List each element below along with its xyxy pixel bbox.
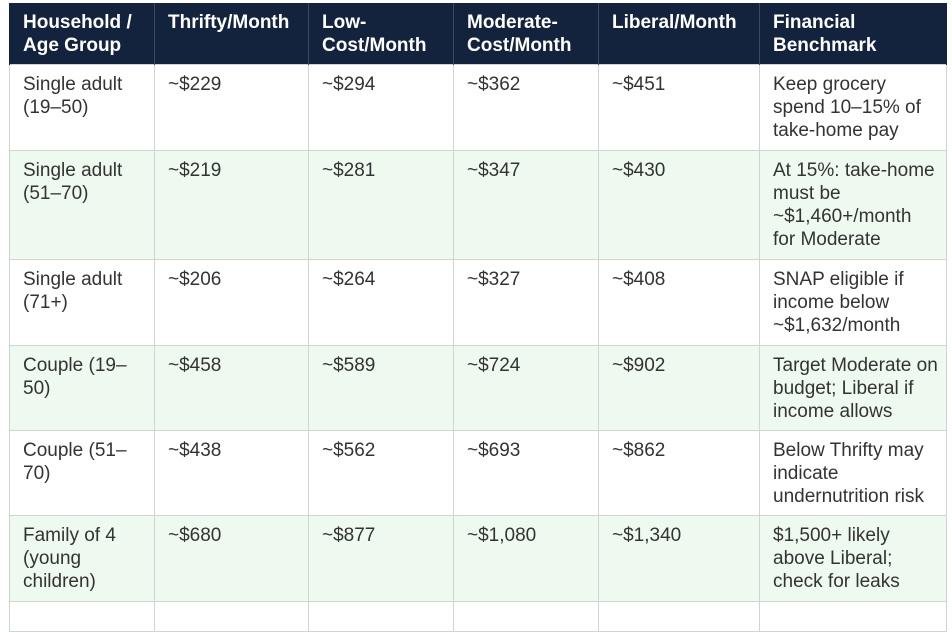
- thrifty-cell: ~$229: [154, 64, 309, 151]
- household-cell: Single adult (51–70): [9, 150, 155, 260]
- low-cost-cell: ~$294: [308, 64, 454, 151]
- header-household-age-group: Household / Age Group: [9, 3, 155, 65]
- header-financial-benchmark: Financial Benchmark: [759, 3, 947, 65]
- grocery-budget-table: Household / Age Group Thrifty/Month Low-…: [9, 3, 947, 632]
- liberal-cell: ~$1,340: [598, 515, 760, 602]
- table-row: Single adult (51–70) ~$219 ~$281 ~$347 ~…: [9, 150, 947, 260]
- low-cost-cell: ~$562: [308, 430, 454, 516]
- header-thrifty-month: Thrifty/Month: [154, 3, 309, 65]
- thrifty-cell: ~$680: [154, 515, 309, 602]
- thrifty-cell: ~$458: [154, 345, 309, 431]
- low-cost-cell: ~$589: [308, 345, 454, 431]
- moderate-cost-cell: ~$347: [453, 150, 599, 260]
- header-moderate-cost-month: Moderate-Cost/Month: [453, 3, 599, 65]
- low-cost-cell: ~$264: [308, 259, 454, 346]
- table-row: Couple (19–50) ~$458 ~$589 ~$724 ~$902 T…: [9, 345, 947, 431]
- table-row: Single adult (71+) ~$206 ~$264 ~$327 ~$4…: [9, 259, 947, 346]
- table-header: Household / Age Group Thrifty/Month Low-…: [9, 3, 947, 65]
- thrifty-cell: ~$206: [154, 259, 309, 346]
- moderate-cost-cell: ~$693: [453, 430, 599, 516]
- household-cell: Family of 4 (young children): [9, 515, 155, 602]
- moderate-cost-cell: [453, 601, 599, 632]
- household-cell: Single adult (19–50): [9, 64, 155, 151]
- table-row: Family of 4 (young children) ~$680 ~$877…: [9, 515, 947, 602]
- liberal-cell: [598, 601, 760, 632]
- moderate-cost-cell: ~$724: [453, 345, 599, 431]
- header-low-cost-month: Low-Cost/Month: [308, 3, 454, 65]
- low-cost-cell: ~$877: [308, 515, 454, 602]
- table-row-partial: [9, 601, 947, 632]
- low-cost-cell: ~$281: [308, 150, 454, 260]
- household-cell: Single adult (71+): [9, 259, 155, 346]
- thrifty-cell: [154, 601, 309, 632]
- household-cell: Couple (19–50): [9, 345, 155, 431]
- benchmark-cell: SNAP eligible if income below ~$1,632/mo…: [759, 259, 947, 346]
- household-cell: Couple (51–70): [9, 430, 155, 516]
- table-body: Single adult (19–50) ~$229 ~$294 ~$362 ~…: [9, 64, 947, 632]
- thrifty-cell: ~$438: [154, 430, 309, 516]
- liberal-cell: ~$902: [598, 345, 760, 431]
- benchmark-cell: $1,500+ likely above Liberal; check for …: [759, 515, 947, 602]
- thrifty-cell: ~$219: [154, 150, 309, 260]
- header-row: Household / Age Group Thrifty/Month Low-…: [9, 3, 947, 65]
- header-liberal-month: Liberal/Month: [598, 3, 760, 65]
- liberal-cell: ~$408: [598, 259, 760, 346]
- table-row: Single adult (19–50) ~$229 ~$294 ~$362 ~…: [9, 64, 947, 151]
- low-cost-cell: [308, 601, 454, 632]
- grocery-budget-table-container: Household / Age Group Thrifty/Month Low-…: [9, 3, 947, 632]
- table-row: Couple (51–70) ~$438 ~$562 ~$693 ~$862 B…: [9, 430, 947, 516]
- benchmark-cell: [759, 601, 947, 632]
- benchmark-cell: At 15%: take-home must be ~$1,460+/month…: [759, 150, 947, 260]
- benchmark-cell: Keep grocery spend 10–15% of take-home p…: [759, 64, 947, 151]
- household-cell: [9, 601, 155, 632]
- liberal-cell: ~$862: [598, 430, 760, 516]
- moderate-cost-cell: ~$327: [453, 259, 599, 346]
- liberal-cell: ~$451: [598, 64, 760, 151]
- benchmark-cell: Target Moderate on budget; Liberal if in…: [759, 345, 947, 431]
- moderate-cost-cell: ~$362: [453, 64, 599, 151]
- moderate-cost-cell: ~$1,080: [453, 515, 599, 602]
- benchmark-cell: Below Thrifty may indicate undernutritio…: [759, 430, 947, 516]
- liberal-cell: ~$430: [598, 150, 760, 260]
